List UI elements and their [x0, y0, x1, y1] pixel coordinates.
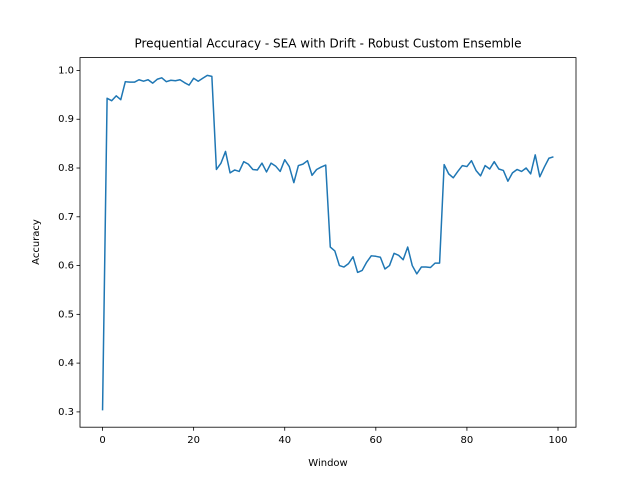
x-tick-label: 40	[278, 435, 291, 446]
y-tick-label: 0.3	[58, 407, 74, 418]
y-axis-label: Accuracy	[31, 219, 42, 265]
y-tick-label: 0.8	[58, 163, 74, 174]
y-tick-label: 1.0	[58, 65, 74, 76]
y-tick-label: 0.9	[58, 114, 74, 125]
x-tick-label: 80	[461, 435, 474, 446]
y-tick-label: 0.4	[58, 358, 74, 369]
data-line	[101, 74, 554, 411]
y-tick-label: 0.5	[58, 309, 74, 320]
y-tick-label: 0.6	[58, 261, 74, 272]
plot-frame	[79, 57, 577, 428]
x-axis-label: Window	[308, 458, 347, 469]
x-tick-label: 20	[187, 435, 200, 446]
x-tick-label: 100	[548, 435, 567, 446]
x-tick-label: 60	[369, 435, 382, 446]
x-tick-label: 0	[99, 435, 105, 446]
chart-title: Prequential Accuracy - SEA with Drift - …	[134, 37, 521, 51]
y-tick-label: 0.7	[58, 212, 74, 223]
